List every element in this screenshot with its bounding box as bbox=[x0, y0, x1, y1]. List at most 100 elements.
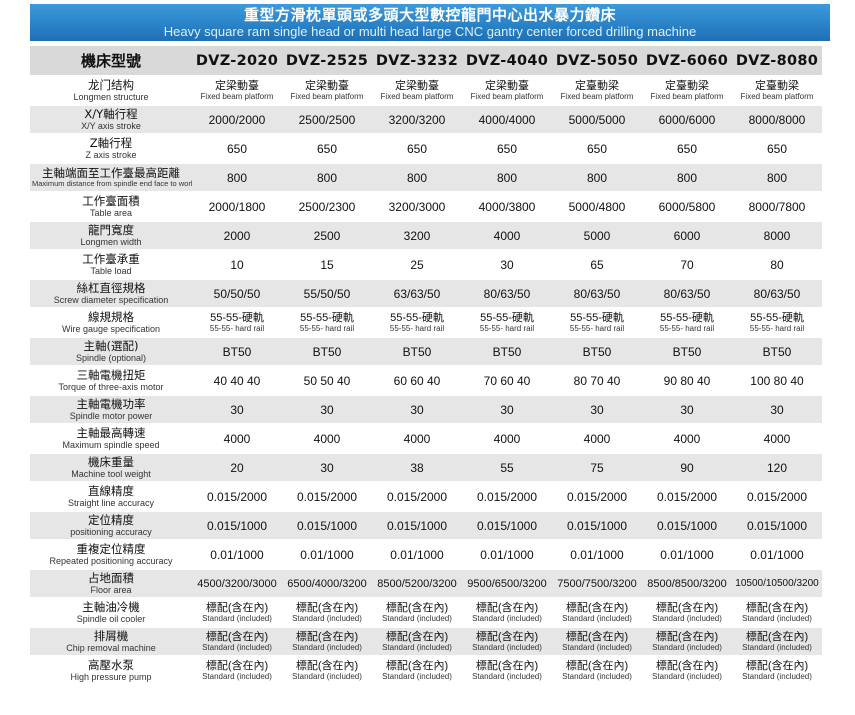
table-row: 工作臺面積 Table area 2000/1800 2500/2300 3200/30… bbox=[30, 192, 822, 222]
spec-label-zh: 龙门结构 bbox=[88, 78, 134, 92]
spec-value-zh: 標配(含在內) bbox=[655, 660, 719, 672]
spec-value: 55/50/50 bbox=[282, 279, 372, 309]
spec-value: 650 bbox=[642, 134, 732, 164]
spec-label-zh: 機床重量 bbox=[88, 455, 134, 469]
spec-value: 4000 bbox=[372, 424, 462, 454]
spec-value-zh: 定梁動臺 bbox=[485, 80, 529, 92]
spec-value: 標配(含在內) Standard (included) bbox=[552, 598, 642, 628]
spec-label: 線規規格 Wire gauge specification bbox=[30, 308, 192, 338]
spec-value: 800 bbox=[552, 163, 642, 193]
spec-value: 650 bbox=[732, 134, 822, 164]
spec-value-zh: 定梁動臺 bbox=[305, 80, 349, 92]
spec-value: 65 bbox=[552, 250, 642, 280]
spec-value: 標配(含在內) Standard (included) bbox=[642, 656, 732, 686]
table-row: 主軸油冷機 Spindle oil cooler 標配(含在內) Standard (… bbox=[30, 598, 822, 628]
spec-value: 0.01/1000 bbox=[732, 540, 822, 570]
spec-value-zh: 定臺動梁 bbox=[755, 80, 799, 92]
spec-value: BT50 bbox=[372, 337, 462, 367]
spec-value-en: 55-55- hard rail bbox=[479, 324, 535, 333]
spec-value-en: 55-55- hard rail bbox=[749, 324, 805, 333]
spec-value: 30 bbox=[282, 395, 372, 425]
spec-value: 100 80 40 bbox=[732, 366, 822, 396]
spec-label: 主軸端面至工作臺最高距離 Maximum distance from spindl… bbox=[30, 163, 192, 193]
spec-label-zh: 主軸端面至工作臺最高距離 bbox=[42, 166, 180, 181]
spec-value: 90 bbox=[642, 453, 732, 483]
spec-value-zh: 55-55-硬軌 bbox=[300, 312, 354, 324]
spec-value: 4500/3200/3000 bbox=[192, 569, 282, 599]
table-row: 三軸電機扭矩 Torque of three-axis motor 40 40 40… bbox=[30, 366, 822, 396]
model-header: DVZ-3232 bbox=[372, 46, 462, 77]
spec-value: 9500/6500/3200 bbox=[462, 569, 552, 599]
spec-value-zh: 標配(含在內) bbox=[385, 660, 449, 672]
spec-label-zh: 排屑機 bbox=[93, 629, 129, 643]
spec-value: 標配(含在內) Standard (included) bbox=[192, 656, 282, 686]
spec-value-en: Standard (included) bbox=[742, 672, 812, 681]
spec-label: 龍門寬度 Longmen width bbox=[30, 221, 192, 251]
spec-label-zh: Z軸行程 bbox=[89, 136, 133, 150]
spec-value: 80/63/50 bbox=[462, 279, 552, 309]
spec-label: 主軸油冷機 Spindle oil cooler bbox=[30, 598, 192, 628]
spec-value: 5000/5000 bbox=[552, 105, 642, 135]
spec-value: 55-55-硬軌 55-55- hard rail bbox=[552, 308, 642, 338]
spec-value: 標配(含在內) Standard (included) bbox=[192, 598, 282, 628]
spec-value: 0.015/1000 bbox=[642, 511, 732, 541]
spec-value-en: 55-55- hard rail bbox=[299, 324, 355, 333]
spec-value-zh: 55-55-硬軌 bbox=[480, 312, 534, 324]
spec-value: 0.015/1000 bbox=[462, 511, 552, 541]
spec-value-en: Standard (included) bbox=[562, 643, 632, 652]
table-row: 機床重量 Machine tool weight 20 30 38 55 75 90 120 bbox=[30, 453, 822, 483]
spec-value-zh: 55-55-硬軌 bbox=[660, 312, 714, 324]
table-row: 主軸電機功率 Spindle motor power 30 30 30 30 30 30 30 bbox=[30, 395, 822, 425]
spec-value: 標配(含在內) Standard (included) bbox=[282, 656, 372, 686]
spec-value-zh: 定臺動梁 bbox=[575, 80, 619, 92]
spec-label-zh: 主軸最高轉速 bbox=[76, 426, 146, 440]
spec-value-en: Standard (included) bbox=[742, 614, 812, 623]
spec-value-zh: 標配(含在內) bbox=[475, 631, 539, 643]
spec-label: 工作臺面積 Table area bbox=[30, 192, 192, 222]
spec-value: 3200/3200 bbox=[372, 105, 462, 135]
spec-label-en: Spindle oil cooler bbox=[76, 614, 146, 624]
spec-label-zh: 線規規格 bbox=[88, 310, 134, 324]
spec-value: 定臺動梁 Fixed beam platform bbox=[732, 76, 822, 106]
spec-value: 30 bbox=[462, 250, 552, 280]
spec-value: 0.015/2000 bbox=[282, 482, 372, 512]
spec-value: 60 60 40 bbox=[372, 366, 462, 396]
spec-label: 高壓水泵 High pressure pump bbox=[30, 656, 192, 686]
spec-value: 650 bbox=[372, 134, 462, 164]
spec-value-zh: 標配(含在內) bbox=[205, 631, 269, 643]
spec-label-zh: 龍門寬度 bbox=[88, 223, 134, 237]
spec-value-en: Fixed beam platform bbox=[290, 92, 364, 101]
spec-label-zh: X/Y軸行程 bbox=[84, 107, 138, 121]
spec-value: 6000/5800 bbox=[642, 192, 732, 222]
spec-value-en: Standard (included) bbox=[652, 643, 722, 652]
model-header: DVZ-4040 bbox=[462, 46, 552, 77]
spec-label-zh: 定位精度 bbox=[88, 513, 134, 527]
spec-value: 7500/7500/3200 bbox=[552, 569, 642, 599]
spec-label: 龙门结构 Longmen structure bbox=[30, 76, 192, 106]
spec-value: 定梁動臺 Fixed beam platform bbox=[372, 76, 462, 106]
spec-label: X/Y軸行程 X/Y axis stroke bbox=[30, 105, 192, 135]
spec-value: 定臺動梁 Fixed beam platform bbox=[642, 76, 732, 106]
table-row: 線規規格 Wire gauge specification 55-55-硬軌 55-5… bbox=[30, 308, 822, 338]
spec-label-en: Floor area bbox=[90, 585, 132, 595]
spec-value-en: Fixed beam platform bbox=[650, 92, 724, 101]
table-row: 定位精度 positioning accuracy 0.015/1000 0.015/… bbox=[30, 511, 822, 541]
spec-value-zh: 標配(含在內) bbox=[205, 660, 269, 672]
spec-value: 標配(含在內) Standard (included) bbox=[462, 656, 552, 686]
spec-value: 650 bbox=[462, 134, 552, 164]
spec-value: 30 bbox=[552, 395, 642, 425]
spec-value-en: 55-55- hard rail bbox=[569, 324, 625, 333]
spec-value: 0.015/1000 bbox=[192, 511, 282, 541]
spec-value-en: Standard (included) bbox=[202, 672, 272, 681]
spec-value: 55-55-硬軌 55-55- hard rail bbox=[732, 308, 822, 338]
spec-value: 0.01/1000 bbox=[282, 540, 372, 570]
spec-value-en: Standard (included) bbox=[652, 672, 722, 681]
spec-value: 4000 bbox=[642, 424, 732, 454]
spec-value: BT50 bbox=[192, 337, 282, 367]
spec-value: 8000 bbox=[732, 221, 822, 251]
spec-value: 80/63/50 bbox=[642, 279, 732, 309]
spec-label-en: Z axis stroke bbox=[85, 150, 137, 160]
spec-value-en: 55-55- hard rail bbox=[389, 324, 445, 333]
table-row: X/Y軸行程 X/Y axis stroke 2000/2000 2500/2500 3… bbox=[30, 105, 822, 135]
spec-value-zh: 55-55-硬軌 bbox=[750, 312, 804, 324]
